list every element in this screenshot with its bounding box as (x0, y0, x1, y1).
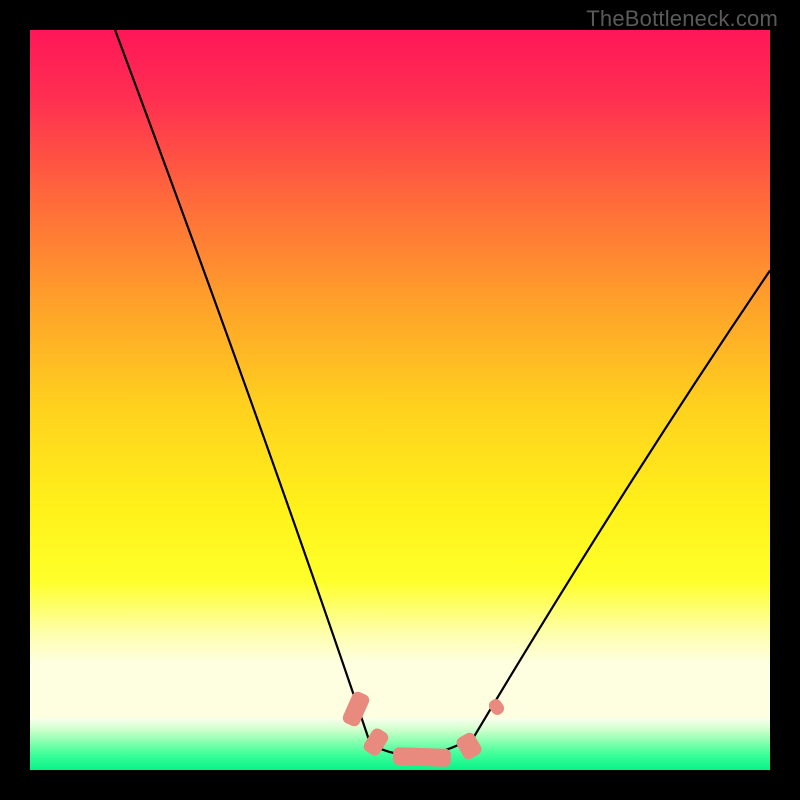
valley-beads-group (0, 0, 800, 800)
valley-bead (487, 697, 507, 718)
valley-bead (454, 731, 483, 762)
watermark-text: TheBottleneck.com (586, 6, 778, 32)
valley-bead (340, 690, 370, 728)
chart-stage: TheBottleneck.com (0, 0, 800, 800)
valley-bead (362, 726, 391, 758)
valley-bead (393, 747, 452, 767)
